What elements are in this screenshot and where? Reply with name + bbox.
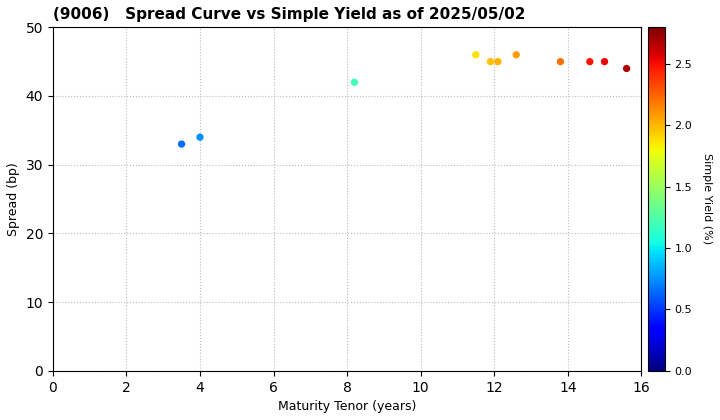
Point: [599, 58, 611, 65]
Point: [194, 134, 206, 141]
Text: (9006)   Spread Curve vs Simple Yield as of 2025/05/02: (9006) Spread Curve vs Simple Yield as o…: [53, 7, 526, 22]
Point: [584, 58, 595, 65]
Point: [470, 51, 482, 58]
Y-axis label: Spread (bp): Spread (bp): [7, 162, 20, 236]
Point: [554, 58, 566, 65]
Point: [621, 65, 632, 72]
Y-axis label: Simple Yield (%): Simple Yield (%): [701, 153, 711, 244]
Point: [492, 58, 503, 65]
Point: [485, 58, 496, 65]
Point: [510, 51, 522, 58]
Point: [348, 79, 360, 86]
Point: [176, 141, 187, 147]
X-axis label: Maturity Tenor (years): Maturity Tenor (years): [278, 400, 416, 413]
